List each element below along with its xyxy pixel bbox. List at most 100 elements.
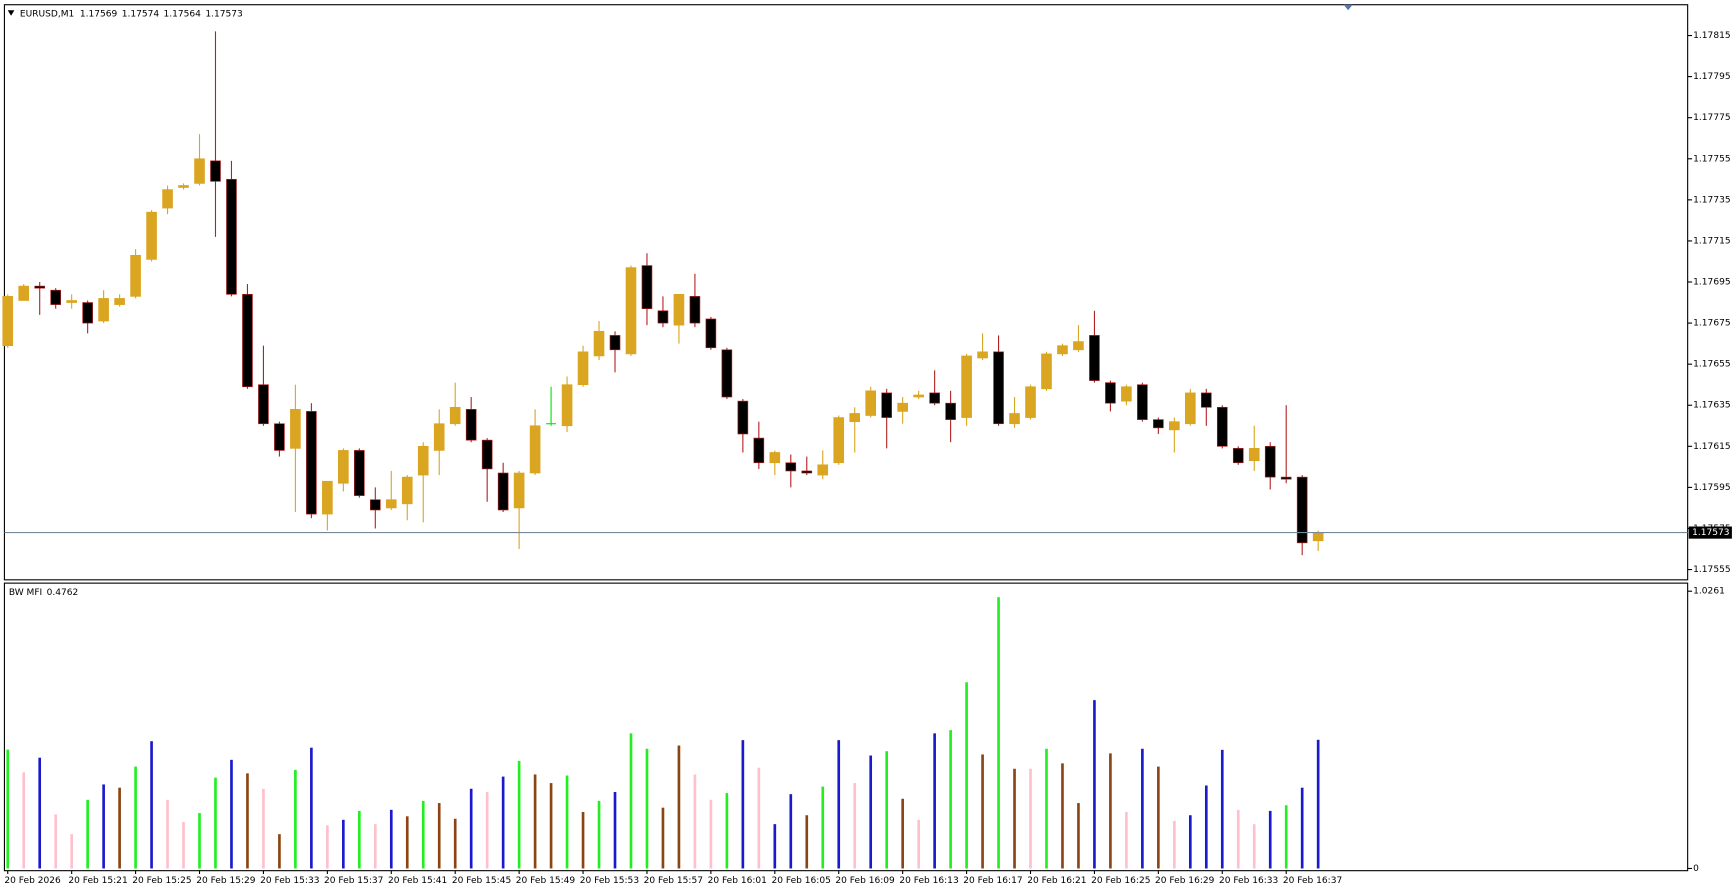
candle-body [2, 296, 14, 347]
mfi-bar [645, 748, 649, 869]
mfi-bar [38, 757, 42, 869]
candle-body [1232, 448, 1244, 464]
header-open: 1.17569 [80, 9, 118, 19]
mfi-bar [1268, 810, 1272, 869]
mfi-bar [166, 799, 169, 869]
candle-body [290, 409, 301, 449]
symbol: EURUSD,M1 [20, 9, 74, 19]
mfi-bar [54, 814, 58, 869]
mfi-bar [869, 755, 873, 869]
mfi-bar [773, 824, 777, 869]
mfi-bar [22, 772, 26, 869]
mfi-bar [549, 783, 553, 869]
candle-body [34, 285, 46, 289]
candle-body [929, 392, 940, 404]
mfi-bar [757, 767, 761, 869]
candle-body [1248, 448, 1260, 462]
candle-body [18, 285, 30, 301]
candle-body [114, 298, 125, 305]
candle-body [529, 425, 541, 474]
mfi-bar [581, 811, 585, 869]
mfi-bar [805, 815, 809, 869]
indicator-title: BW MFI [9, 587, 42, 597]
candle-body [1137, 384, 1148, 420]
mfi-bar [246, 773, 249, 869]
mfi-bar [597, 800, 601, 869]
x-tick-label: 20 Feb 16:17 [963, 876, 1022, 886]
mfi-bar [1204, 785, 1208, 869]
mfi-bar [86, 799, 89, 869]
mfi-bar [565, 775, 569, 869]
candle-body [417, 445, 429, 476]
candle-body [306, 411, 317, 515]
candle-body [465, 409, 477, 441]
candle-body [689, 296, 701, 324]
chart-header: EURUSD,M1 1.17569 1.17574 1.17564 1.17573 [20, 9, 243, 19]
candle-body [1121, 386, 1132, 402]
mfi-bar [1173, 820, 1176, 869]
candle-body [737, 400, 749, 435]
mfi-bar [965, 682, 968, 869]
candle-body [449, 406, 461, 425]
candle-body [913, 394, 924, 398]
candle-body [66, 300, 77, 303]
x-tick-label: 20 Feb 16:33 [1219, 876, 1279, 886]
candle-body [178, 185, 189, 188]
y-tick-label: 1.17735 [1693, 195, 1730, 205]
mfi-bar [1077, 803, 1080, 869]
x-tick-label: 20 Feb 15:41 [388, 876, 447, 886]
candle-body [849, 413, 861, 423]
mfi-bar [453, 818, 457, 869]
mfi-bar [917, 819, 920, 869]
mfi-bar [198, 813, 201, 869]
mfi-bar [821, 786, 825, 869]
candle-body [1073, 341, 1084, 351]
mfi-bar [981, 754, 984, 869]
y-tick-label: 1.17695 [1693, 278, 1730, 288]
candle-body [1169, 421, 1180, 431]
x-tick-label: 20 Feb 15:57 [644, 876, 703, 886]
mfi-bar [1284, 805, 1288, 869]
header-high: 1.17574 [122, 9, 160, 19]
x-tick-label: 20 Feb 16:37 [1283, 876, 1342, 886]
candle-body [369, 499, 381, 511]
y-tick-label: 1.17675 [1693, 319, 1730, 329]
candle-body [833, 417, 845, 464]
mfi-bar [533, 774, 537, 869]
y-tick-label: 1.17655 [1693, 360, 1730, 370]
mfi-bar [102, 784, 105, 869]
candle-body [401, 476, 413, 505]
mfi-bar [70, 834, 73, 869]
mfi-bar [661, 807, 665, 869]
mfi-bar [933, 733, 936, 869]
candle-body [481, 439, 493, 470]
candle-body [242, 293, 253, 388]
candle-body [657, 310, 669, 324]
candle-body [801, 470, 813, 474]
price-panel [3, 4, 1689, 581]
candle-body [274, 423, 285, 451]
candle-body [130, 254, 141, 297]
candle-body [753, 437, 765, 464]
x-tick-label: 20 Feb 2026 [4, 876, 61, 886]
candle-body [1312, 532, 1324, 542]
mfi-bar [789, 794, 793, 869]
candle-body [433, 423, 445, 451]
mfi-bar [405, 816, 409, 869]
candle-body [1009, 413, 1020, 425]
candle-body [961, 355, 972, 418]
candle-body [593, 330, 605, 357]
mfi-bar [837, 740, 841, 869]
indicator-value: 0.4762 [47, 587, 79, 597]
candle-body [1105, 382, 1116, 404]
x-tick-label: 20 Feb 15:45 [452, 876, 511, 886]
mfi-bar [262, 788, 265, 869]
x-tick-label: 20 Feb 15:53 [580, 876, 640, 886]
candle-body [881, 392, 892, 418]
x-tick-label: 20 Feb 16:25 [1091, 876, 1150, 886]
mfi-bar [1252, 824, 1256, 869]
bid-label-box [1688, 526, 1732, 539]
candle-body [1025, 386, 1036, 418]
mfi-bar [725, 793, 729, 869]
